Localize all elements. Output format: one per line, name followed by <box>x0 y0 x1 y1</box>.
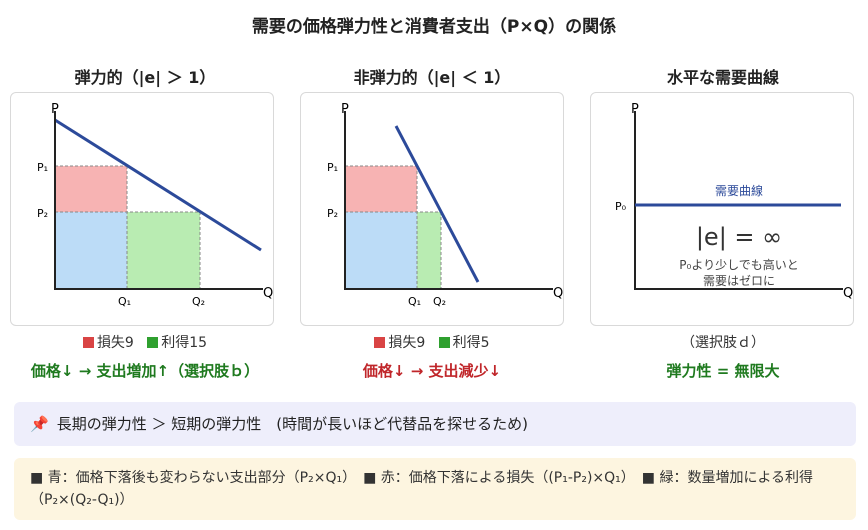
legend-horizontal: （選択肢ｄ） <box>681 335 765 351</box>
label-q2: Q₂ <box>433 295 446 308</box>
legend-gain: 利得15 <box>161 335 208 351</box>
conclusion-elastic: 価格↓ → 支出増加↑（選択肢ｂ） <box>30 362 260 380</box>
gain-area <box>127 212 200 289</box>
gain-swatch <box>147 337 159 348</box>
loss-swatch <box>374 337 386 348</box>
label-p2: P₂ <box>37 207 48 220</box>
legend-loss: 損失9 <box>96 335 134 351</box>
label-q1: Q₁ <box>118 295 131 308</box>
legend-inelastic: 損失9 利得5 <box>292 332 572 352</box>
legend-loss: 損失9 <box>388 335 426 351</box>
label-p2: P₂ <box>327 207 338 220</box>
elastic-diagram: P Q P₁ P₂ Q₁ Q₂ <box>37 102 273 308</box>
key-point-note: 📌 長期の弾力性 ＞ 短期の弾力性 (時間が長いほど代替品を探せるため) <box>14 402 856 446</box>
page-title: 需要の価格弾力性と消費者支出（P×Q）の関係 <box>251 17 617 37</box>
loss-area <box>345 166 417 212</box>
axis-label-q: Q <box>263 286 273 301</box>
loss-swatch <box>82 337 94 348</box>
gain-area <box>417 212 441 289</box>
panel-title-elastic: 弾力的（|e| ＞ 1） <box>74 68 216 87</box>
panel-title-horizontal: 水平な需要曲線 <box>666 68 779 87</box>
axis-label-q: Q <box>843 286 853 301</box>
note-main-text: 長期の弾力性 ＞ 短期の弾力性 (時間が長いほど代替品を探せるため) <box>56 415 528 433</box>
panel-title-inelastic: 非弾力的（|e| ＜ 1） <box>353 68 511 87</box>
axis-label-q: Q <box>553 286 563 301</box>
conclusion-horizontal: 弾力性 = 無限大 <box>666 362 780 380</box>
elasticity-value: |e| = ∞ <box>696 223 782 251</box>
inelastic-diagram: P Q P₁ P₂ Q₁ Q₂ <box>327 102 563 308</box>
label-p1: P₁ <box>327 161 338 174</box>
caption-line2: 需要はゼロに <box>703 274 775 288</box>
demand-curve <box>394 125 480 283</box>
gain-swatch <box>438 337 450 348</box>
panel-elastic: P Q P₁ P₂ Q₁ Q₂ <box>10 92 274 326</box>
unchanged-spending-area <box>55 212 127 289</box>
axis-label-p: P <box>341 102 349 117</box>
pushpin-icon: 📌 <box>30 415 49 433</box>
demand-curve <box>54 118 262 252</box>
horizontal-diagram: P Q P₀ 需要曲線 |e| = ∞ P₀より少しでも高いと 需要はゼロに <box>615 102 853 301</box>
label-p1: P₁ <box>37 161 48 174</box>
loss-area <box>55 166 127 212</box>
unchanged-spending-area <box>345 212 417 289</box>
label-q1: Q₁ <box>408 295 421 308</box>
axis-label-p: P <box>51 102 59 117</box>
panel-horizontal: P Q P₀ 需要曲線 |e| = ∞ P₀より少しでも高いと 需要はゼロに <box>590 92 854 326</box>
legend-gain: 利得5 <box>452 335 490 351</box>
panel-inelastic: P Q P₁ P₂ Q₁ Q₂ <box>300 92 564 326</box>
curve-label: 需要曲線 <box>715 183 763 198</box>
label-q2: Q₂ <box>192 295 205 308</box>
caption-line1: P₀より少しでも高いと <box>679 257 798 272</box>
conclusion-inelastic: 価格↓ → 支出減少↓ <box>362 362 502 380</box>
legend-elastic: 損失9 利得15 <box>5 332 285 352</box>
label-p0: P₀ <box>615 200 627 213</box>
color-legend-note: ■ 青：価格下落後も変わらない支出部分（P₂×Q₁） ■ 赤：価格下落による損失… <box>14 458 856 520</box>
axis-label-p: P <box>631 102 639 117</box>
